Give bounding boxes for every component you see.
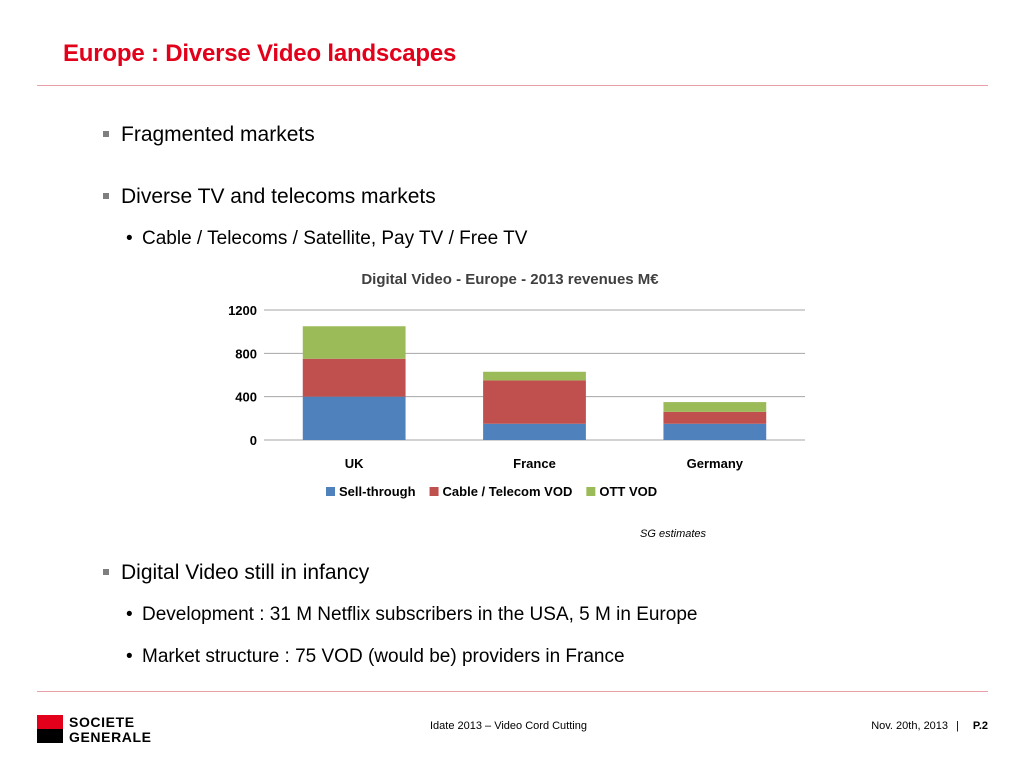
- legend-label: Sell-through: [339, 484, 416, 499]
- y-tick-label: 0: [250, 433, 257, 448]
- bullet-text: Diverse TV and telecoms markets: [121, 185, 436, 208]
- sub-bullet-text: Development : 31 M Netflix subscribers i…: [142, 604, 698, 625]
- legend-swatch: [326, 487, 335, 496]
- x-tick-label: France: [513, 456, 556, 471]
- bar-segment: [302, 358, 406, 397]
- bullet-text: Fragmented markets: [121, 123, 315, 146]
- societe-generale-logo: SOCIETE GENERALE: [37, 715, 173, 745]
- dot-bullet-icon: •: [126, 646, 133, 667]
- bullet-item: Fragmented markets: [103, 123, 315, 147]
- bullet-text: Digital Video still in infancy: [121, 561, 370, 584]
- x-tick-label: UK: [345, 456, 364, 471]
- bar-segment: [483, 380, 586, 424]
- dot-bullet-icon: •: [126, 228, 133, 249]
- bullet-item: Diverse TV and telecoms markets: [103, 185, 436, 209]
- top-divider: [37, 85, 988, 86]
- dot-bullet-icon: •: [126, 604, 133, 625]
- legend-label: Cable / Telecom VOD: [443, 484, 573, 499]
- page-number: P.2: [972, 720, 988, 732]
- bar-segment: [483, 371, 586, 381]
- square-bullet-icon: [103, 131, 109, 137]
- square-bullet-icon: [103, 193, 109, 199]
- source-note: SG estimates: [640, 528, 707, 540]
- sub-bullet-text: Market structure : 75 VOD (would be) pro…: [142, 646, 625, 667]
- chart-title: Digital Video - Europe - 2013 revenues M…: [361, 271, 659, 288]
- sub-bullet-item: • Market structure : 75 VOD (would be) p…: [126, 646, 625, 668]
- y-tick-label: 400: [235, 390, 257, 405]
- legend-swatch: [429, 487, 439, 496]
- logo-text-line1: SOCIETE: [69, 714, 135, 730]
- square-bullet-icon: [103, 569, 109, 575]
- bar-segment: [663, 423, 767, 440]
- sub-bullet-item: • Development : 31 M Netflix subscribers…: [126, 604, 698, 626]
- sub-bullet-text: Cable / Telecoms / Satellite, Pay TV / F…: [142, 228, 528, 249]
- revenue-chart: Digital Video - Europe - 2013 revenues M…: [228, 271, 805, 499]
- footer-separator: |: [956, 720, 959, 732]
- footer-event: Idate 2013 – Video Cord Cutting: [430, 720, 587, 732]
- bottom-divider: [37, 691, 988, 692]
- bar-segment: [302, 396, 406, 440]
- x-tick-label: Germany: [687, 456, 744, 471]
- slide-title: Europe : Diverse Video landscapes: [63, 40, 457, 67]
- bullet-item: Digital Video still in infancy: [103, 561, 370, 585]
- legend-swatch: [586, 487, 596, 496]
- footer-meta: Nov. 20th, 2013 | P.2: [871, 720, 988, 732]
- logo-text-line2: GENERALE: [69, 729, 152, 745]
- bar-segment: [663, 402, 767, 412]
- bar-segment: [663, 411, 767, 424]
- footer-date: Nov. 20th, 2013: [871, 720, 949, 732]
- logo-red-block: [37, 715, 63, 729]
- y-tick-label: 1200: [228, 303, 257, 318]
- sub-bullet-item: • Cable / Telecoms / Satellite, Pay TV /…: [126, 228, 528, 250]
- bar-segment: [483, 423, 586, 440]
- y-tick-label: 800: [235, 346, 257, 361]
- legend-label: OTT VOD: [599, 484, 657, 499]
- logo-black-block: [37, 729, 63, 743]
- bar-segment: [302, 326, 406, 359]
